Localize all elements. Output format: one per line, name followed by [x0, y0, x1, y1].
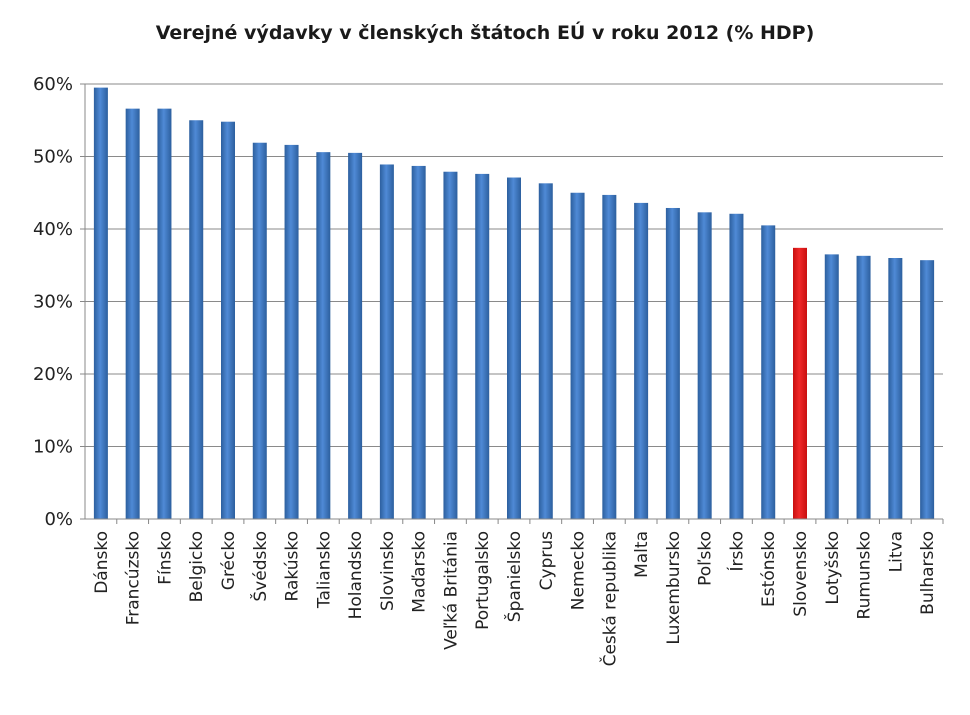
x-tick-label: Taliansko: [314, 531, 334, 609]
x-tick-label: Írsko: [725, 531, 747, 572]
axes: [80, 83, 944, 524]
bar-4: [189, 120, 204, 519]
x-tick-label: Lotyšsko: [823, 531, 843, 605]
x-tick-label: Slovensko: [791, 531, 811, 617]
bar-12: [443, 171, 458, 519]
bar-15: [538, 183, 553, 519]
bar-25: [856, 255, 871, 519]
y-tick-label: 30%: [33, 292, 73, 313]
x-tick-label: Slovinsko: [378, 531, 398, 611]
y-tick-label: 60%: [33, 74, 73, 95]
x-tick-label: Rakúsko: [283, 531, 303, 601]
x-tick-label: Belgicko: [187, 531, 207, 602]
bar-13: [475, 173, 490, 519]
y-tick-label: 20%: [33, 364, 73, 385]
bar-3: [157, 108, 172, 520]
x-tick-label: Bulharsko: [918, 531, 938, 615]
x-tick-label: Maďarsko: [410, 531, 430, 613]
y-tick-label: 10%: [33, 437, 73, 458]
x-tick-label: Španielsko: [503, 531, 525, 622]
x-tick-label: Švédsko: [249, 531, 271, 602]
x-tick-label: Fínsko: [155, 531, 175, 585]
bar-20: [697, 212, 712, 519]
x-tick-label: Dánsko: [92, 531, 112, 594]
x-tick-label: Rumunsko: [855, 531, 875, 619]
x-tick-label: Cyprus: [537, 531, 557, 590]
bar-14: [507, 177, 521, 519]
x-tick-label: Luxembursko: [664, 531, 684, 645]
y-tick-label: 40%: [33, 219, 73, 240]
bar-7: [284, 144, 299, 519]
bar-17: [602, 194, 617, 520]
bar-9: [348, 152, 363, 519]
x-tick-label: Grécko: [219, 531, 239, 590]
bar-27: [920, 260, 935, 519]
bar-8: [316, 152, 331, 519]
bar-26: [888, 258, 903, 519]
bars: [93, 87, 935, 520]
bar-22: [761, 225, 776, 519]
bar-16: [570, 192, 585, 519]
x-tick-label: Portugalsko: [473, 531, 493, 630]
x-tick-label: Veľká Británia: [441, 531, 461, 650]
x-tick-label: Francúzsko: [124, 531, 144, 625]
bar-19: [665, 207, 680, 519]
bar-10: [379, 164, 394, 519]
bar-21: [729, 213, 744, 519]
x-tick-label: Poľsko: [696, 531, 716, 586]
x-tick-label: Nemecko: [569, 531, 589, 610]
bar-24: [824, 254, 839, 519]
bar-1: [93, 87, 108, 519]
x-tick-label: Česká republika: [598, 531, 620, 666]
x-tick-label: Estónsko: [759, 531, 779, 607]
x-tick-label: Malta: [632, 531, 652, 578]
x-tick-label: Holandsko: [346, 531, 366, 619]
x-tick-label: Litva: [886, 531, 906, 572]
bar-2: [125, 108, 140, 520]
bar-6: [252, 142, 267, 519]
x-tick-labels: Dánsko Francúzsko Fínsko Belgicko Grécko Švéd…: [92, 531, 938, 667]
bar-18: [634, 202, 649, 519]
y-tick-labels: 0% 10% 20% 30% 40% 50% 60%: [33, 74, 73, 530]
chart-title: Verejné výdavky v členských štátoch EÚ v…: [155, 22, 815, 44]
bar-11: [411, 165, 426, 520]
y-tick-label: 50%: [33, 147, 73, 168]
bar-23: [793, 247, 807, 519]
y-tick-label: 0%: [44, 509, 73, 530]
bar-5: [221, 121, 235, 519]
